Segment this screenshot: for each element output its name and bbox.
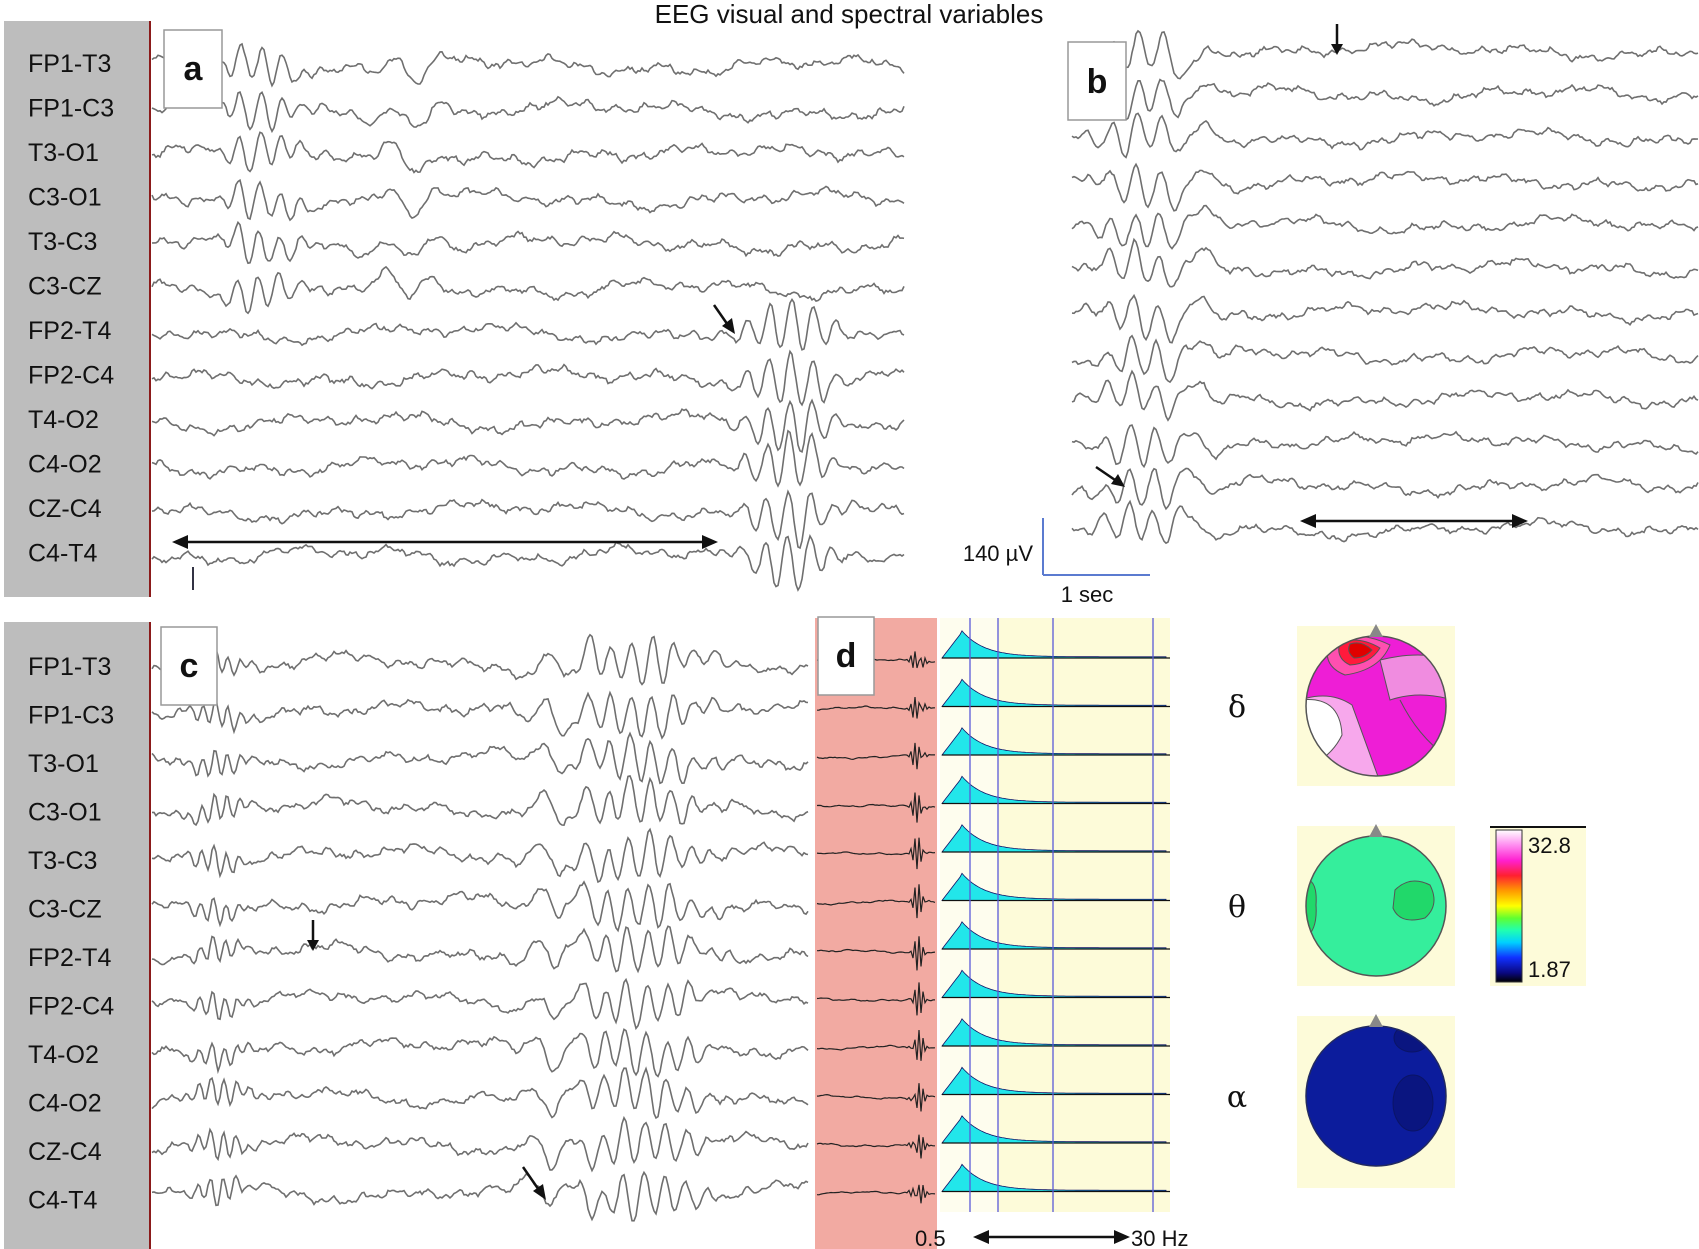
band-label-delta: δ [1228,690,1246,725]
panel-b: b 140 µV 1 sec [963,24,1698,607]
channel-label: CZ-C4 [28,495,102,523]
panel-d-raw-background [815,618,937,1249]
channel-label: FP1-T3 [28,50,111,78]
eeg-trace [152,300,904,350]
panel-c-letter: c [180,647,199,685]
channel-label: T3-C3 [28,847,97,875]
panel-b-arrow-lower [1096,467,1125,487]
figure-title: EEG visual and spectral variables [655,0,1044,29]
eeg-trace [1072,80,1698,120]
channel-label: T4-O2 [28,406,99,434]
panel-a-double-arrow [172,535,718,549]
panel-a: FP1-T3 FP1-C3 T3-O1 C3-O1 T3-C3 C3-CZ FP2-T4 FP… [4,21,904,597]
scale-bar-time: 1 sec [1061,582,1114,607]
band-label-theta: θ [1228,890,1246,925]
panel-c-arrow-c4t4 [523,1167,546,1200]
eeg-trace [152,400,904,451]
eeg-trace [1072,206,1698,249]
eeg-trace [152,44,904,86]
eeg-trace [152,1068,808,1118]
eeg-trace [152,180,904,220]
panel-c: FP1-T3 FP1-C3 T3-O1 C3-O1 T3-C3 C3-CZ FP2-T4 FP… [4,622,808,1249]
eeg-trace [152,492,904,549]
panel-a-arrow-fp2t4 [714,305,735,334]
eeg-trace [152,536,904,590]
channel-label: FP2-T4 [28,944,111,972]
eeg-trace [152,1172,808,1220]
eeg-trace [152,267,904,313]
eeg-trace [152,829,808,882]
panel-b-traces [1072,31,1698,543]
eeg-trace [1072,296,1698,343]
channel-label: T3-C3 [28,228,97,256]
channel-label: C3-O1 [28,184,102,212]
eeg-trace [1072,240,1698,287]
colorbar-gradient [1496,830,1522,982]
channel-label: CZ-C4 [28,1138,102,1166]
eeg-trace [1072,336,1698,382]
spectrum-axis-high: 30 Hz [1131,1226,1188,1249]
channel-label: T3-O1 [28,750,99,778]
eeg-trace [152,431,904,486]
channel-label: FP1-C3 [28,702,114,730]
channel-label: C4-O2 [28,1090,102,1118]
eeg-trace [152,882,808,931]
scale-bar-amplitude: 140 µV [963,541,1033,566]
eeg-trace [152,92,904,131]
spectrum-axis-low: 0.5 [915,1226,946,1249]
channel-label: FP1-C3 [28,95,114,123]
panel-d: d 0.5 30 Hz [815,617,1188,1249]
eeg-trace [1072,164,1698,211]
eeg-trace [152,693,808,738]
channel-label: FP2-C4 [28,362,114,390]
topo-maps: δ θ [1227,624,1586,1188]
eeg-trace [152,1029,808,1076]
channel-label: C4-T4 [28,540,98,568]
eeg-trace [1072,469,1698,509]
eeg-trace [152,635,808,685]
channel-label: FP2-T4 [28,317,111,345]
channel-label: T3-O1 [28,139,99,167]
eeg-trace [1072,425,1698,467]
channel-label: FP2-C4 [28,993,114,1021]
panel-a-letter: a [184,50,204,88]
eeg-trace [152,776,808,825]
panel-b-double-arrow [1300,514,1528,528]
eeg-trace [152,1118,808,1171]
channel-label: T4-O2 [28,1041,99,1069]
eeg-trace [152,980,808,1029]
eeg-trace [1072,113,1698,157]
channel-label: C3-CZ [28,273,102,301]
panel-c-traces [152,635,808,1221]
channel-label: C4-O2 [28,451,102,479]
channel-label: C3-O1 [28,799,102,827]
eeg-trace [152,222,904,263]
eeg-trace [152,351,904,405]
panel-d-letter: d [836,637,857,675]
eeg-trace [1072,31,1698,79]
channel-label: C3-CZ [28,896,102,924]
eeg-trace [152,132,904,172]
scale-bar: 140 µV 1 sec [963,518,1150,607]
panel-a-traces [152,44,904,590]
colorbar-min: 1.87 [1528,957,1571,982]
spectrum-double-arrow [973,1230,1130,1244]
channel-label: C4-T4 [28,1187,98,1215]
eeg-trace [152,926,808,971]
panel-b-letter: b [1087,63,1108,101]
channel-label: FP1-T3 [28,653,111,681]
colorbar-max: 32.8 [1528,833,1571,858]
band-label-alpha: α [1227,1080,1247,1115]
eeg-trace [152,733,808,783]
